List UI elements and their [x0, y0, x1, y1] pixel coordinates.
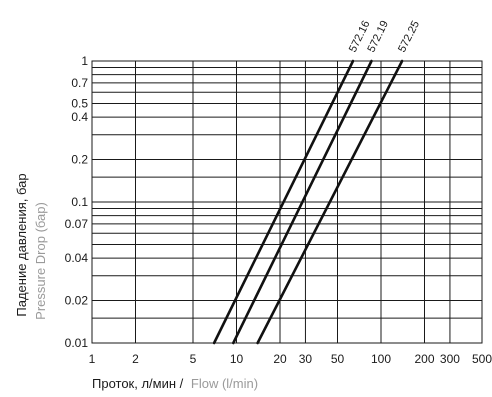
chart-grid: [91, 60, 483, 344]
y-tick-label: 0.5: [71, 96, 88, 110]
x-tick-label: 2: [132, 352, 139, 366]
series-lines: [212, 59, 404, 345]
x-axis-title: Проток, л/мин / Flow (l/min): [92, 376, 258, 391]
x-tick-label: 50: [331, 352, 345, 366]
y-tick-label: 1: [81, 54, 88, 68]
y-tick-label: 0.04: [65, 251, 89, 265]
series-line: [256, 59, 404, 345]
x-tick-label: 5: [190, 352, 197, 366]
x-tick-label: 1: [89, 352, 96, 366]
series-line: [232, 59, 373, 345]
x-tick-label: 10: [230, 352, 244, 366]
x-axis-title-primary: Проток, л/мин /: [92, 376, 184, 391]
series-label: 572.25: [396, 19, 422, 54]
y-tick-label: 0.4: [71, 110, 88, 124]
x-tick-label: 300: [440, 352, 460, 366]
y-axis-title-primary: Падение давления, бар: [14, 173, 29, 316]
x-tick-label: 200: [414, 352, 434, 366]
y-tick-label: 0.02: [65, 294, 89, 308]
plot-frame: [91, 60, 483, 344]
x-tick-label: 100: [371, 352, 391, 366]
y-tick-label: 0.1: [71, 195, 88, 209]
y-axis-title-secondary: Pressure Drop (бар): [33, 202, 48, 320]
y-tick-label: 0.2: [71, 153, 88, 167]
y-tick-labels: 0.01 0.02 0.04 0.07 0.1 0.2 0.40.5 0.7 1: [65, 54, 89, 350]
y-tick-label: 0.7: [71, 76, 88, 90]
y-tick-label: 0.07: [65, 217, 89, 231]
x-tick-labels: 1 2 5 10 20 30 50 100 200 300 500: [89, 352, 492, 366]
series-line: [212, 59, 355, 345]
x-tick-label: 500: [472, 352, 492, 366]
y-tick-label: 0.01: [65, 336, 89, 350]
x-axis-title-secondary: Flow (l/min): [191, 376, 258, 391]
x-tick-label: 20: [273, 352, 287, 366]
x-tick-label: 30: [299, 352, 313, 366]
